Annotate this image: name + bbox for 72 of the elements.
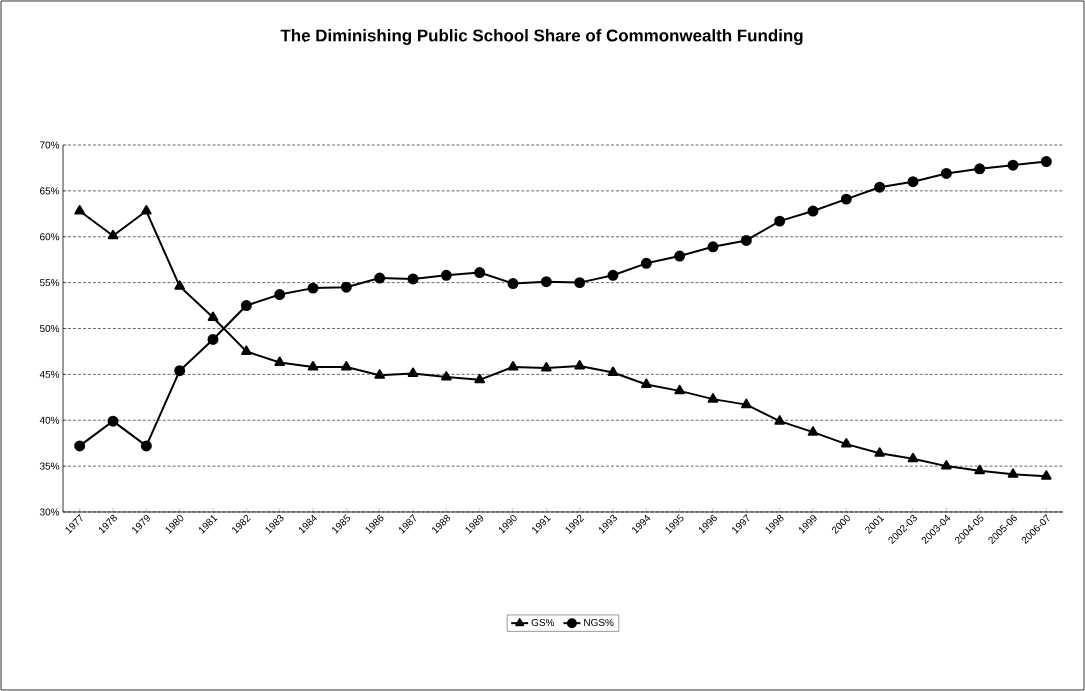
y-tick-label: 40% [39, 416, 60, 424]
point [507, 278, 519, 290]
point [441, 371, 452, 381]
y-tick-label: 35% [39, 462, 60, 470]
point [674, 250, 686, 262]
point [474, 373, 485, 384]
point [74, 440, 86, 452]
y-tick-label: 55% [39, 279, 60, 287]
y-tick-label: 50% [39, 324, 60, 333]
point [740, 234, 752, 246]
point [241, 345, 252, 355]
point [574, 277, 586, 289]
point [507, 361, 519, 371]
point [141, 205, 152, 215]
point [440, 269, 452, 281]
point [374, 272, 386, 284]
point [340, 281, 352, 293]
point [174, 365, 186, 377]
point [307, 282, 319, 294]
point [341, 361, 352, 371]
point [774, 415, 785, 425]
point [407, 273, 419, 285]
point [607, 366, 619, 377]
point [107, 415, 119, 427]
point [1040, 156, 1052, 167]
point [174, 280, 185, 290]
point [207, 311, 219, 321]
legend-label: GS% [531, 618, 555, 626]
point [907, 176, 919, 188]
y-tick-label: 65% [40, 187, 60, 195]
point [974, 464, 985, 475]
point [1041, 470, 1052, 480]
point [407, 367, 419, 377]
point [74, 205, 85, 215]
point [940, 167, 952, 179]
y-tick-label: 30% [39, 508, 60, 516]
point [707, 241, 719, 253]
point [207, 334, 219, 345]
point [941, 460, 952, 470]
point [240, 300, 252, 312]
point [474, 267, 486, 278]
y-tick-label: 70% [40, 141, 60, 149]
point [841, 438, 852, 448]
point [274, 289, 286, 301]
point [541, 361, 552, 372]
point [807, 426, 819, 436]
point [607, 269, 619, 281]
point [874, 447, 885, 457]
point [574, 360, 585, 370]
point [707, 393, 719, 403]
point [107, 229, 119, 240]
point [140, 440, 152, 452]
point [1007, 468, 1019, 478]
legend-label: NGS% [584, 618, 614, 626]
point [307, 361, 319, 371]
point [840, 193, 852, 205]
point [907, 452, 919, 463]
point [274, 356, 285, 366]
y-tick-label: 45% [39, 370, 60, 378]
point [674, 384, 685, 395]
point [641, 378, 652, 388]
y-tick-label: 60% [40, 233, 60, 241]
chart-title: The Diminishing Public School Share of Commonwealth Funding [280, 29, 803, 45]
point [1007, 159, 1019, 171]
point [540, 276, 552, 288]
point [974, 163, 986, 175]
point [741, 398, 752, 409]
point [774, 215, 786, 227]
point [640, 257, 652, 269]
point [374, 369, 385, 379]
point [807, 205, 819, 217]
point [874, 181, 886, 193]
